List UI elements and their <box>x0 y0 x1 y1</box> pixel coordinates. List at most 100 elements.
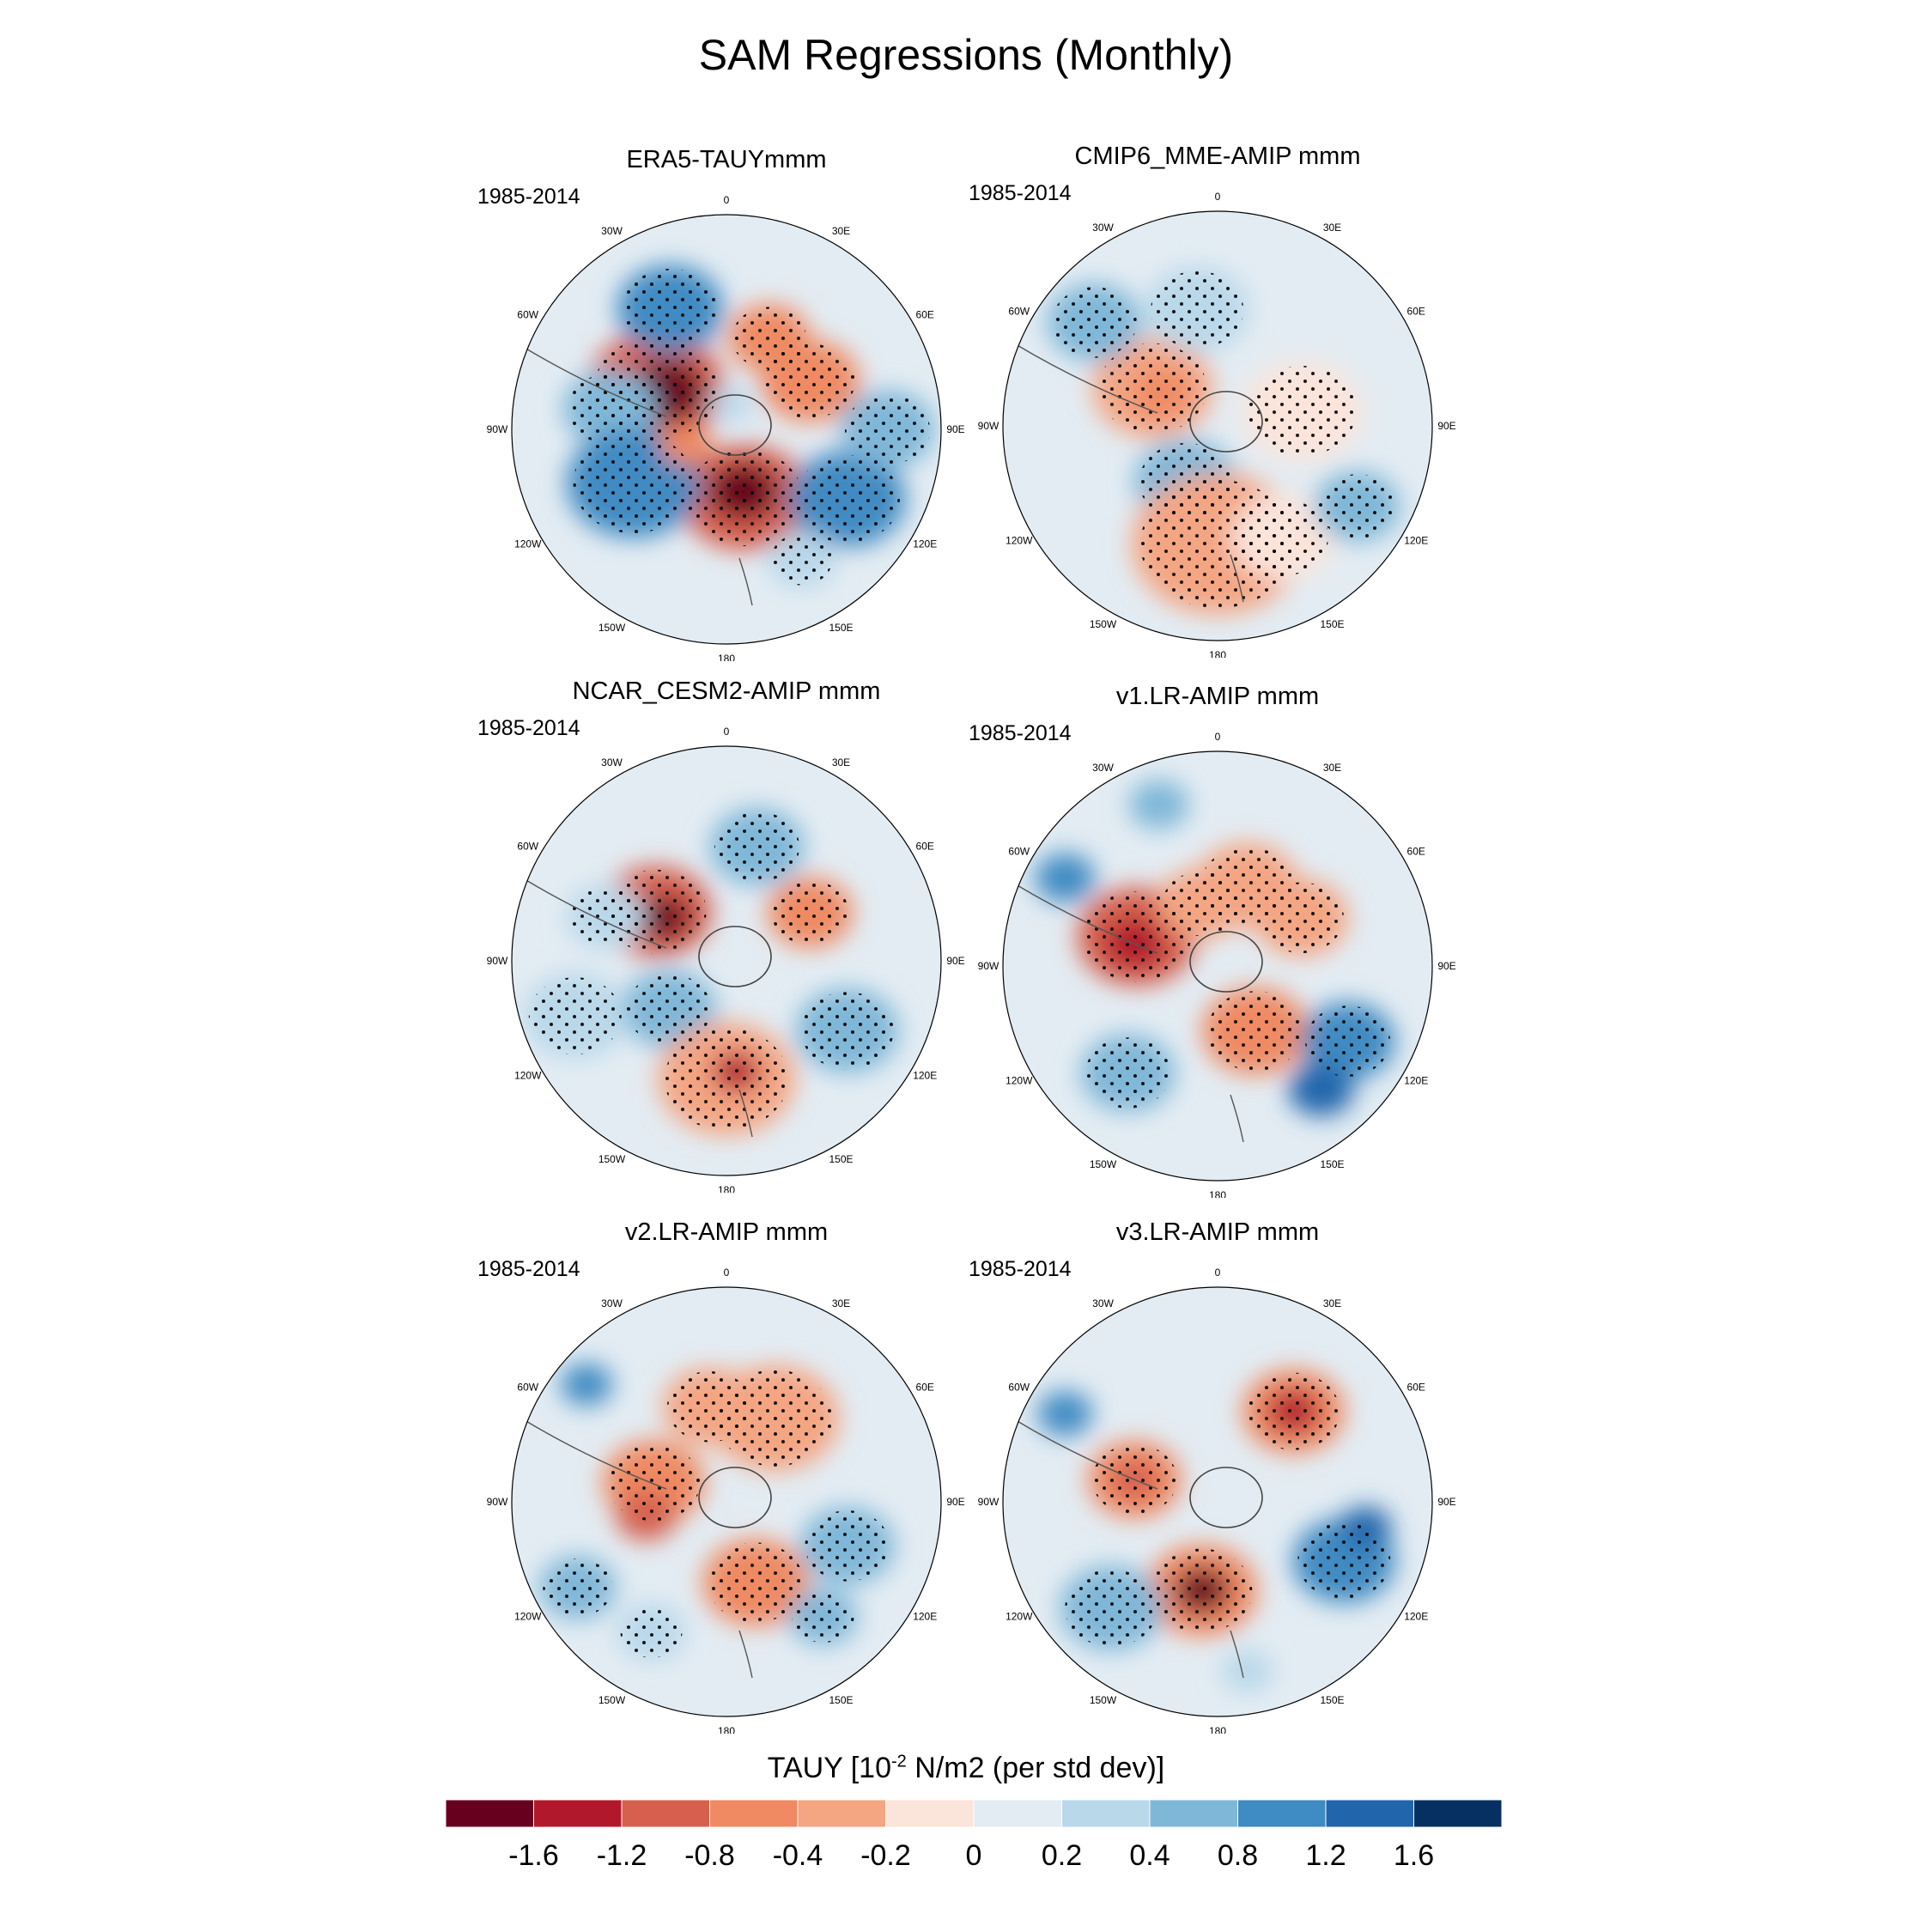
colorbar-tick-label: -1.2 <box>597 1839 647 1872</box>
longitude-label: 30W <box>601 225 623 237</box>
longitude-label: 150W <box>1090 1158 1117 1170</box>
colorbar-swatch <box>709 1799 799 1828</box>
significance-stippling <box>1065 1372 1391 1647</box>
figure-title: SAM Regressions (Monthly) <box>698 31 1234 79</box>
south-america-coastline <box>524 1419 667 1490</box>
panel-period: 1985-2014 <box>477 716 580 740</box>
polar-map: 0 30E 60E 90E 120E 150E 180 150W 120W 90W 60W 30W <box>487 1267 965 1734</box>
positive-anomaly-region <box>1288 1062 1354 1116</box>
panel-period: 1985-2014 <box>477 185 580 209</box>
longitude-label: 120E <box>1404 1075 1428 1087</box>
panel-period: 1985-2014 <box>969 721 1072 745</box>
longitude-label: 30E <box>832 1297 850 1309</box>
longitude-label: 30E <box>832 225 850 237</box>
colorbar-title-suffix: N/m2 (per std dev)] <box>906 1752 1165 1784</box>
longitude-label: 90E <box>1437 420 1455 432</box>
significance-stippling <box>543 1370 890 1658</box>
significance-stippling <box>1051 270 1396 609</box>
panel-era5: ERA5-TAUYmmm 1985-2014 0 30E 60E 90E 120E 150… <box>477 146 967 661</box>
colorbar-tick-label: -1.6 <box>508 1839 559 1872</box>
panel-title: ERA5-TAUYmmm <box>626 146 827 173</box>
colorbar-tick-label: 0.2 <box>1042 1839 1082 1872</box>
colorbar-title-exponent: -2 <box>891 1752 907 1771</box>
longitude-label: 90E <box>1437 1496 1455 1508</box>
longitude-label: 180 <box>1209 649 1226 658</box>
longitude-label: 150E <box>1320 1158 1344 1170</box>
longitude-label: 90W <box>487 1496 508 1508</box>
longitude-label: 150E <box>829 1153 853 1165</box>
panel-title: NCAR_CESM2-AMIP mmm <box>572 677 881 705</box>
panel-cmip6-mme: CMIP6_MME-AMIP mmm 1985-2014 0 30E 60E 90E 1… <box>969 143 1458 658</box>
longitude-label: 0 <box>1215 1267 1221 1279</box>
longitude-label: 60W <box>517 841 538 853</box>
longitude-label: 150E <box>829 622 853 634</box>
longitude-label: 60W <box>517 1382 538 1394</box>
longitude-label: 120E <box>1404 1611 1428 1623</box>
new-zealand-coastline <box>1230 1094 1244 1143</box>
longitude-label: 120E <box>913 1611 937 1623</box>
map-background <box>1003 1287 1432 1716</box>
colorbar-tick-label: -0.4 <box>773 1839 823 1872</box>
panel-v1-lr: v1.LR-AMIP mmm 1985-2014 0 30E 60E 90E 120E 1… <box>969 683 1458 1198</box>
longitude-label: 60E <box>916 1382 934 1394</box>
panel-v2-lr: v2.LR-AMIP mmm 1985-2014 0 30E 60E 90E 120E 1… <box>477 1218 967 1734</box>
polar-map: 0 30E 60E 90E 120E 150E 180 150W 120W 90W 60W 30W <box>978 1267 1456 1734</box>
panel-title: v3.LR-AMIP mmm <box>1115 1218 1320 1246</box>
longitude-label: 180 <box>718 653 735 661</box>
longitude-label: 150W <box>598 1153 626 1165</box>
longitude-label: 0 <box>724 1267 730 1279</box>
colorbar-tick-label: 0 <box>966 1839 982 1872</box>
longitude-label: 60E <box>1407 846 1425 858</box>
significance-stippling <box>528 811 894 1131</box>
longitude-label: 0 <box>1215 731 1221 743</box>
colorbar-tick-label: -0.8 <box>684 1839 735 1872</box>
colorbar-swatch <box>973 1799 1062 1828</box>
longitude-label: 150W <box>598 622 626 634</box>
panel-title: v1.LR-AMIP mmm <box>1115 683 1320 710</box>
longitude-label: 120W <box>1005 1611 1033 1623</box>
south-america-coastline <box>524 347 667 417</box>
longitude-label: 180 <box>718 1725 735 1734</box>
map-boundary <box>1002 1286 1433 1717</box>
colorbar-swatch <box>1149 1799 1238 1828</box>
longitude-label: 30E <box>1323 222 1341 234</box>
significance-stippling <box>1083 847 1391 1109</box>
south-america-coastline <box>1015 343 1158 414</box>
longitude-label: 0 <box>1215 191 1221 203</box>
antarctica-coastline <box>1189 931 1263 993</box>
longitude-label: 30W <box>601 1297 623 1309</box>
antarctica-coastline <box>1189 1467 1263 1528</box>
panel-period: 1985-2014 <box>969 181 1072 205</box>
longitude-label: 60E <box>1407 306 1425 318</box>
map-boundary <box>1002 750 1433 1182</box>
colorbar-title-prefix: TAUY [10 <box>767 1752 892 1784</box>
longitude-label: 30E <box>1323 1297 1341 1309</box>
longitude-label: 60W <box>1008 306 1030 318</box>
longitude-label: 120W <box>514 1070 542 1082</box>
longitude-label: 0 <box>724 726 730 738</box>
map-boundary <box>511 1286 942 1717</box>
longitude-label: 90E <box>1437 960 1455 972</box>
longitude-label: 120E <box>1404 535 1428 547</box>
longitude-label: 90W <box>978 1496 999 1508</box>
colorbar-swatch <box>621 1799 710 1828</box>
polar-map: 0 30E 60E 90E 120E 150E 180 150W 120W 90W 60W 30W <box>487 194 965 661</box>
colorbar-swatch <box>533 1799 623 1828</box>
colorbar: -1.6 -1.2 -0.8 -0.4 -0.2 0 0.2 0.4 0.8 1.2 1.6 <box>445 1799 1503 1872</box>
antarctica-coastline <box>698 926 772 987</box>
longitude-label: 90W <box>978 420 999 432</box>
colorbar-tick-label: 0.8 <box>1218 1839 1258 1872</box>
longitude-label: 30W <box>601 756 623 769</box>
longitude-label: 180 <box>1209 1189 1226 1198</box>
new-zealand-coastline <box>738 1089 753 1138</box>
longitude-label: 60W <box>1008 1382 1030 1394</box>
panel-v3-lr: v3.LR-AMIP mmm 1985-2014 0 30E 60E 90E 120E 1… <box>969 1218 1458 1734</box>
longitude-label: 90E <box>946 423 964 435</box>
colorbar-tick-label: 1.6 <box>1394 1839 1434 1872</box>
significance-stippling <box>568 269 930 586</box>
south-america-coastline <box>1015 884 1158 954</box>
longitude-label: 120E <box>913 538 937 550</box>
longitude-label: 180 <box>718 1184 735 1193</box>
panel-ncar-cesm2: NCAR_CESM2-AMIP mmm 1985-2014 0 30E 60E 90E… <box>477 677 967 1193</box>
